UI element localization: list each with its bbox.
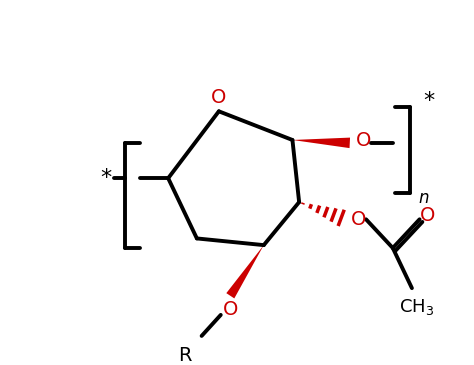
Text: O: O xyxy=(419,206,435,225)
Text: O: O xyxy=(351,210,366,229)
Text: R: R xyxy=(178,346,191,365)
Text: O: O xyxy=(211,88,227,107)
Polygon shape xyxy=(292,138,350,148)
Text: *: * xyxy=(100,168,112,188)
Polygon shape xyxy=(226,245,264,299)
Text: O: O xyxy=(223,300,238,319)
Text: O: O xyxy=(356,131,371,150)
Text: *: * xyxy=(423,91,435,111)
Text: CH$_3$: CH$_3$ xyxy=(399,297,434,317)
Text: n: n xyxy=(418,189,428,207)
